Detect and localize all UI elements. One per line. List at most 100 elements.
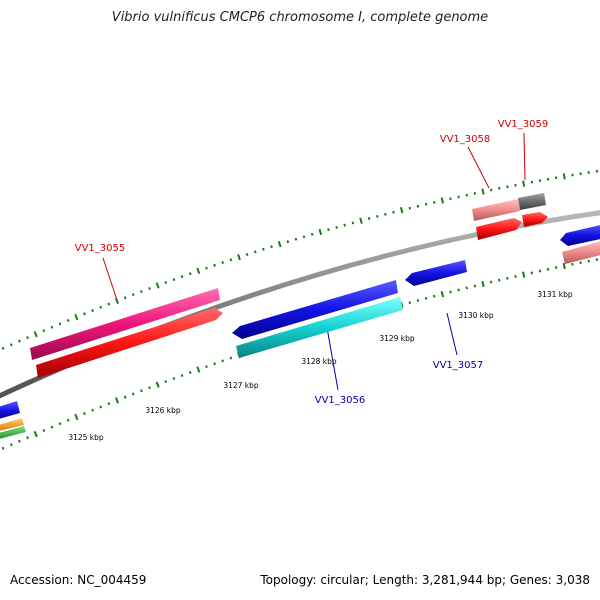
label-connector-vv1-3055 [102,257,118,301]
gene-vv1-3059-forward[interactable] [518,193,546,210]
upper-tick [66,318,70,322]
upper-tick [310,232,314,236]
lower-tick [123,395,127,399]
upper-tick [107,302,111,306]
lower-tick [587,259,590,263]
lower-tick [408,301,412,305]
accession-text: Accession: NC_004459 [10,573,147,587]
lower-tick [139,389,143,393]
upper-tick [262,247,265,251]
lower-tick [514,275,517,278]
lower-tick [424,296,428,300]
upper-tick [538,179,542,183]
upper-tick [286,240,290,244]
gene-vv1-3056-cyan[interactable] [236,297,403,358]
gene-vv1-3056-reverse[interactable] [232,280,398,339]
label-connector-vv1-3058 [467,146,490,189]
gene-left-edge-orange[interactable] [0,418,24,432]
upper-tick [26,336,29,340]
upper-tick [367,217,371,221]
lower-tick [148,386,151,390]
upper-tick [180,275,184,279]
lower-tick [58,422,62,426]
upper-tick [399,207,404,214]
lower-tick [196,366,201,373]
lower-tick [562,262,566,270]
upper-tick [424,202,428,206]
upper-tick [376,214,379,218]
lower-tick [114,397,120,404]
upper-tick [408,206,412,210]
lower-tick [9,443,13,447]
upper-tick [392,210,395,214]
upper-tick [221,260,225,265]
upper-tick [514,183,517,187]
lower-tick [188,370,192,375]
upper-tick [164,280,168,285]
lower-tick [26,436,29,440]
upper-tick [465,193,468,197]
lower-tick [155,381,160,388]
lower-tick [131,392,135,396]
upper-tick [432,200,436,204]
upper-tick [140,290,143,294]
lower-tick [33,430,38,438]
gene-vv1-3058-reverse[interactable] [476,218,522,240]
lower-tick [489,280,493,284]
gene-label-vv1-3057: VV1_3057 [433,360,484,371]
scale-label-3128: 3128 kbp [301,357,337,366]
upper-tick [327,228,330,232]
lower-tick [465,286,468,290]
lower-tick [83,412,86,416]
upper-tick [9,343,13,347]
gene-left-edge-blue[interactable] [0,401,20,420]
upper-tick [172,278,176,282]
gene-vv1-3057-reverse[interactable] [405,260,467,286]
gene-vv1-3055-reverse[interactable] [36,308,223,378]
gene-3131-reverse[interactable] [560,224,600,246]
upper-tick [481,188,485,195]
upper-tick [270,245,273,249]
upper-tick [277,240,282,248]
upper-tick [91,309,95,313]
upper-tick [123,296,127,300]
upper-tick [473,191,477,195]
upper-tick [131,293,135,297]
upper-tick [245,252,249,257]
lower-tick [498,278,501,282]
gene-label-vv1-3056: VV1_3056 [315,395,366,406]
genome-summary-text: Topology: circular; Length: 3,281,944 bp… [260,573,590,587]
gene-label-vv1-3059: VV1_3059 [498,119,549,130]
gene-label-vv1-3058: VV1_3058 [440,134,491,145]
upper-tick [457,195,460,199]
lower-tick [1,446,5,450]
upper-tick [83,312,86,316]
upper-tick [188,272,192,276]
lower-tick [221,359,225,363]
gene-vv1-3055-forward[interactable] [30,288,220,360]
upper-tick [155,282,160,289]
label-connector-vv1-3056 [325,321,339,391]
upper-tick [237,253,241,261]
lower-tick [17,439,21,443]
lower-tick [538,269,542,273]
upper-tick [440,197,444,204]
scale-label-3126: 3126 kbp [145,406,181,415]
lower-tick [506,276,509,280]
upper-tick [205,266,208,270]
gene-left-edge-green[interactable] [0,426,26,440]
lower-tick [50,425,54,429]
scale-label-3130: 3130 kbp [458,311,494,320]
lower-tick [457,288,460,292]
upper-tick [562,173,566,180]
upper-tick [449,197,452,201]
upper-tick [318,228,323,236]
upper-tick [498,186,501,190]
upper-tick [74,313,79,321]
lower-tick [571,262,574,266]
gene-vv1-3058-forward[interactable] [472,199,520,221]
gene-vv1-3059-reverse[interactable] [522,212,548,227]
lower-tick [213,362,216,366]
gene-3131-forward[interactable] [562,240,600,264]
scale-label-3129: 3129 kbp [379,334,415,343]
